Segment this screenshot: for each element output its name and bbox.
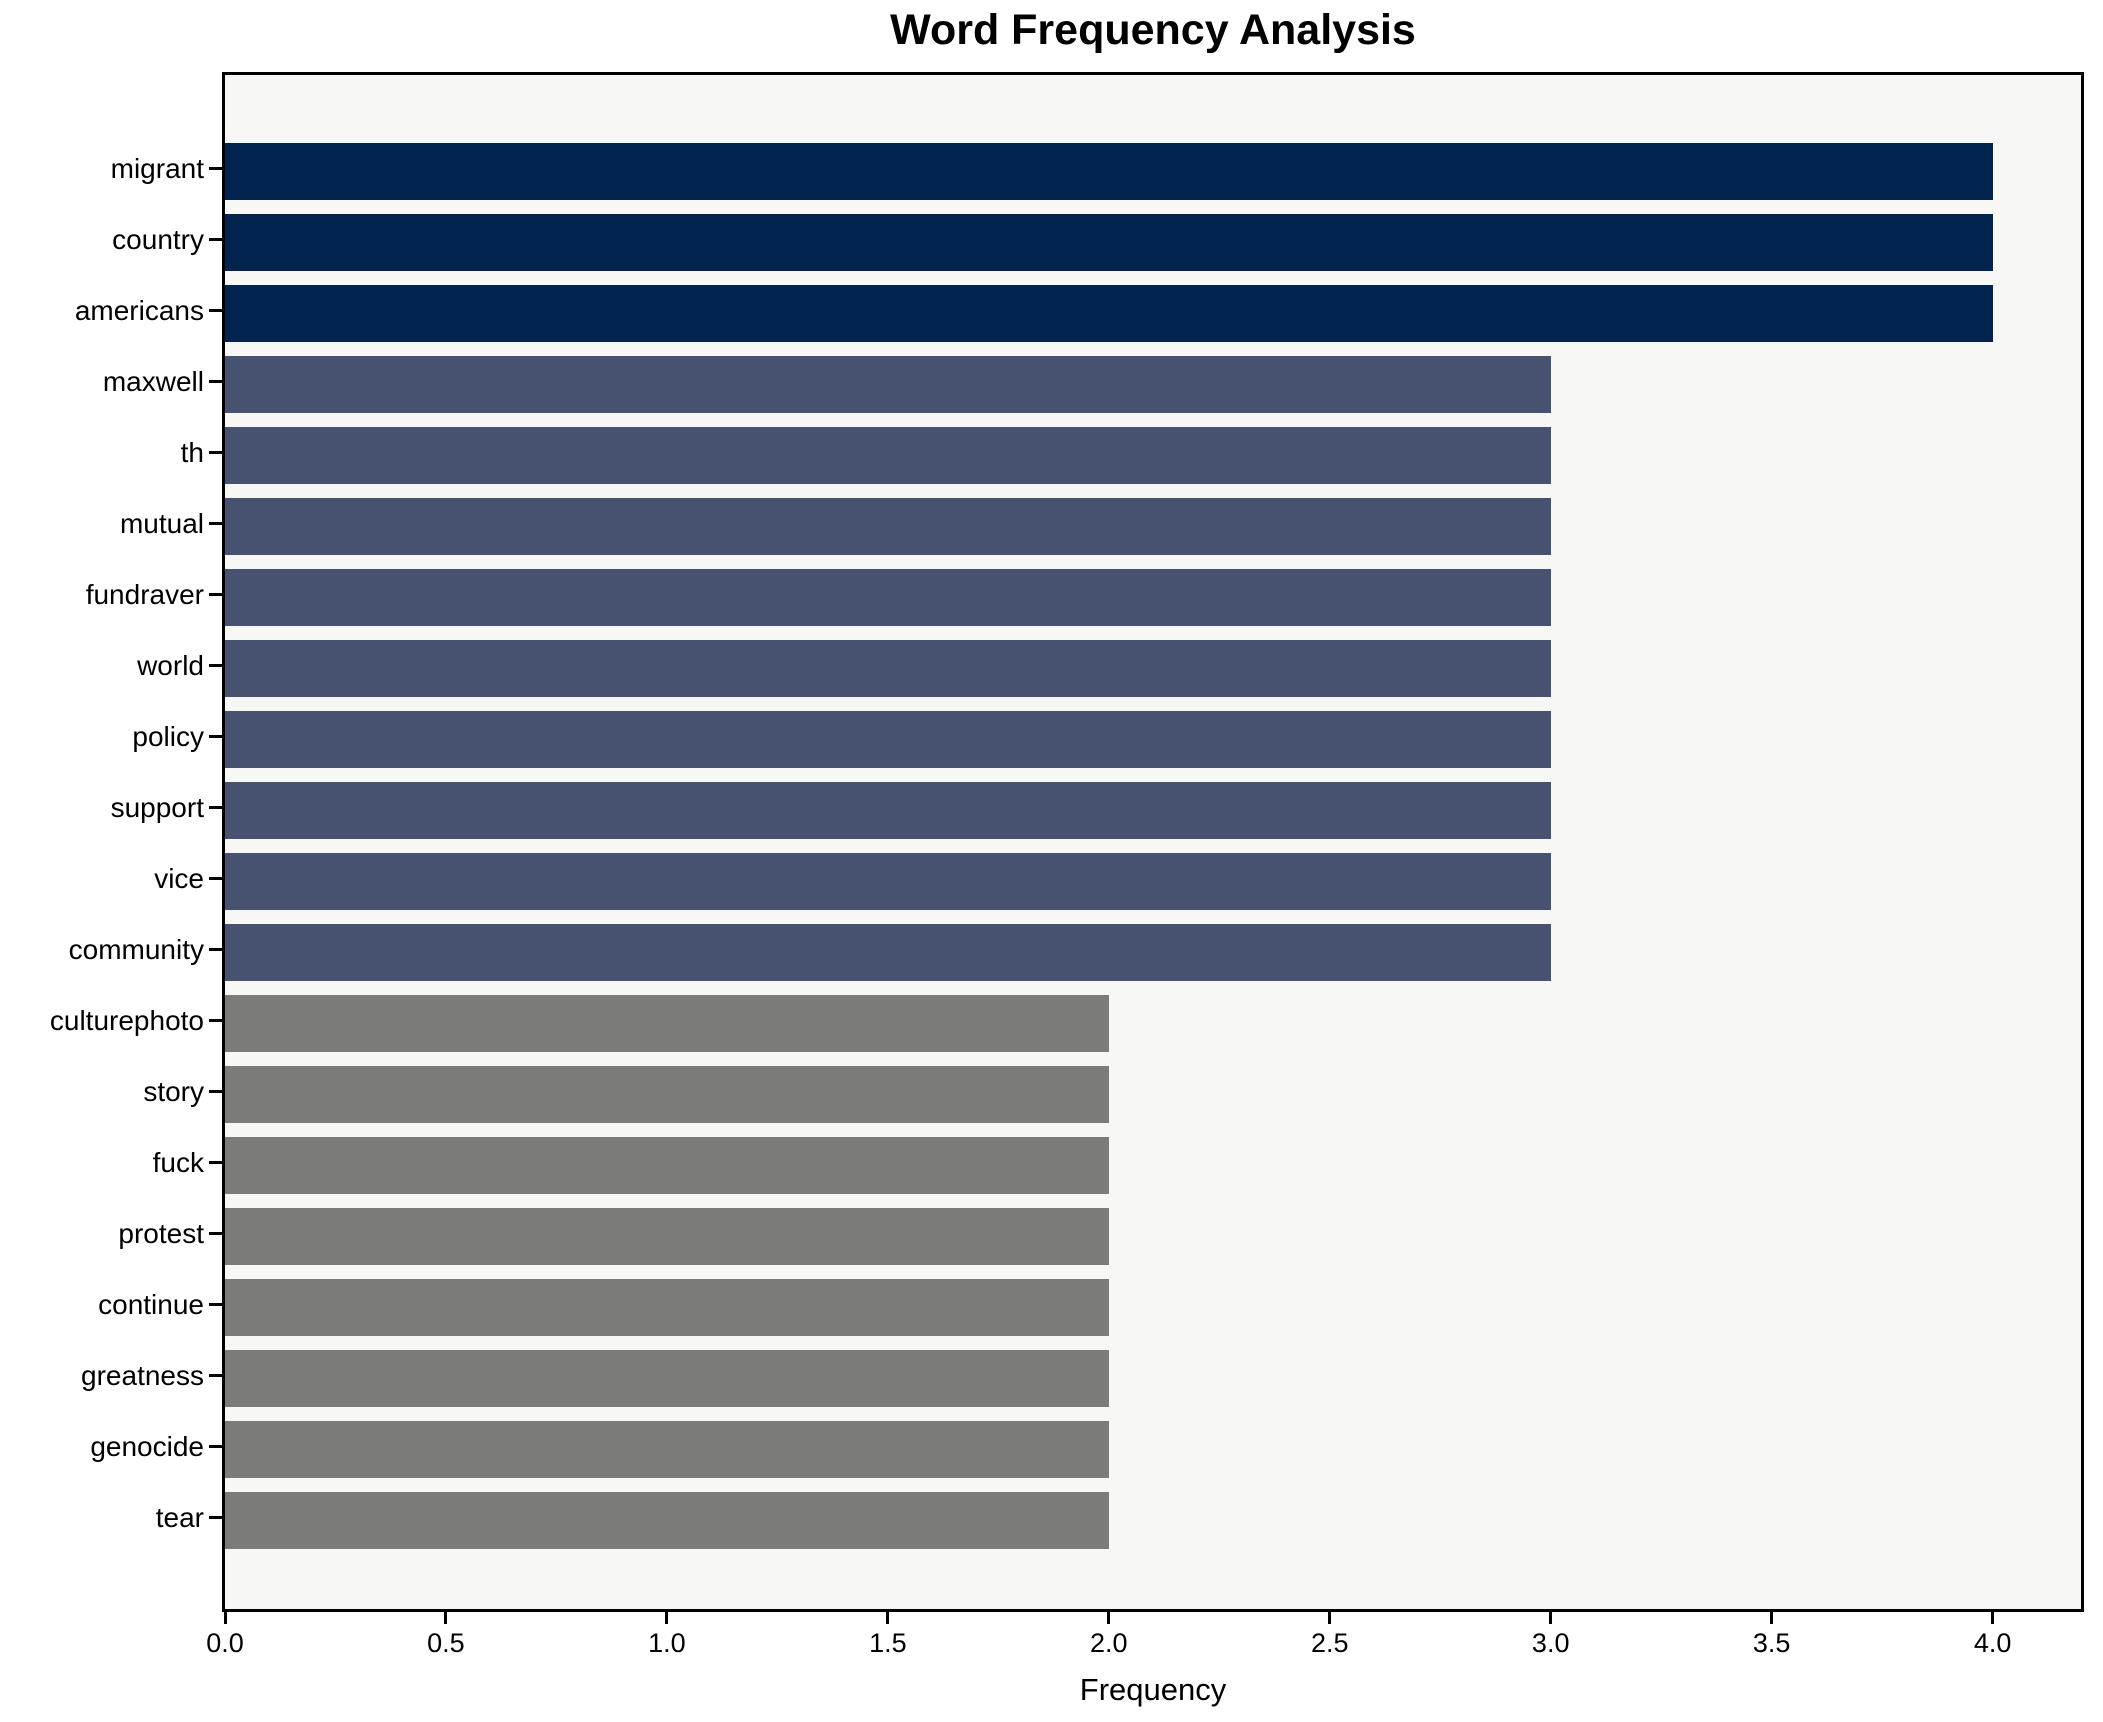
y-tick-mark: [209, 1445, 222, 1448]
bar-continue: [225, 1279, 1109, 1336]
x-tick-label-4.0: 4.0: [1973, 1628, 2012, 1658]
x-tick-label-2.0: 2.0: [1090, 1628, 1128, 1658]
bar-mutual: [225, 498, 1551, 555]
x-tick-label-2.5: 2.5: [1310, 1628, 1349, 1658]
bar-fundraver: [225, 569, 1551, 626]
y-tick-mark: [209, 1516, 222, 1519]
y-tick-mark: [209, 1090, 222, 1093]
x-tick-mark: [223, 1612, 227, 1624]
bar-fuck: [225, 1137, 1109, 1194]
y-tick-label-th: th: [180, 436, 204, 468]
y-tick-label-culturephoto: culturephoto: [49, 1004, 204, 1036]
bar-story: [225, 1066, 1109, 1123]
y-tick-label-greatness: greatness: [81, 1359, 204, 1391]
bar-vice: [225, 853, 1551, 910]
y-tick-mark: [209, 1019, 222, 1022]
chart-title: Word Frequency Analysis: [890, 6, 1416, 54]
x-tick-mark: [1328, 1612, 1332, 1624]
bar-th: [225, 427, 1551, 484]
y-tick-label-maxwell: maxwell: [102, 365, 204, 397]
bar-culturephoto: [225, 995, 1109, 1052]
y-tick-label-genocide: genocide: [90, 1430, 204, 1462]
y-tick-mark: [209, 1374, 222, 1377]
bar-greatness: [225, 1350, 1109, 1407]
y-tick-mark: [209, 948, 222, 951]
y-tick-label-country: country: [112, 223, 204, 255]
y-tick-label-fundraver: fundraver: [85, 578, 204, 610]
x-tick-mark: [1549, 1612, 1553, 1624]
bar-protest: [225, 1208, 1109, 1265]
y-tick-label-mutual: mutual: [119, 507, 204, 539]
x-tick-label-0.0: 0.0: [206, 1628, 244, 1658]
y-tick-mark: [209, 1232, 222, 1235]
y-tick-mark: [209, 309, 222, 312]
y-tick-label-fuck: fuck: [152, 1146, 204, 1178]
y-tick-label-community: community: [68, 933, 204, 965]
x-tick-label-0.5: 0.5: [427, 1628, 465, 1658]
y-tick-mark: [209, 593, 222, 596]
y-tick-label-continue: continue: [98, 1288, 204, 1320]
y-tick-mark: [209, 451, 222, 454]
y-tick-label-protest: protest: [118, 1217, 204, 1249]
x-tick-label-3.5: 3.5: [1752, 1628, 1791, 1658]
y-tick-mark: [209, 238, 222, 241]
bar-americans: [225, 285, 1993, 342]
bar-migrant: [225, 143, 1993, 200]
bar-country: [225, 214, 1993, 271]
x-tick-mark: [444, 1612, 448, 1624]
x-tick-label-3.0: 3.0: [1531, 1628, 1570, 1658]
y-tick-label-tear: tear: [155, 1501, 204, 1533]
y-tick-mark: [209, 877, 222, 880]
y-tick-label-story: story: [143, 1075, 204, 1107]
bar-tear: [225, 1492, 1109, 1549]
y-tick-mark: [209, 167, 222, 170]
bar-world: [225, 640, 1551, 697]
x-tick-label-1.5: 1.5: [869, 1628, 907, 1658]
x-tick-mark: [665, 1612, 669, 1624]
bar-community: [225, 924, 1551, 981]
y-tick-label-americans: americans: [74, 294, 204, 326]
bar-genocide: [225, 1421, 1109, 1478]
x-tick-label-1.0: 1.0: [648, 1628, 686, 1658]
y-tick-mark: [209, 1161, 222, 1164]
bar-support: [225, 782, 1551, 839]
x-tick-mark: [886, 1612, 890, 1624]
plot-area: [222, 72, 2084, 1612]
y-tick-label-world: world: [137, 649, 204, 681]
x-tick-mark: [1770, 1612, 1774, 1624]
x-axis-title: Frequency: [1079, 1672, 1227, 1707]
y-tick-mark: [209, 1303, 222, 1306]
y-tick-label-migrant: migrant: [110, 152, 204, 184]
y-tick-mark: [209, 380, 222, 383]
y-tick-mark: [209, 735, 222, 738]
bar-policy: [225, 711, 1551, 768]
bar-maxwell: [225, 356, 1551, 413]
y-tick-mark: [209, 522, 222, 525]
x-tick-mark: [1991, 1612, 1995, 1624]
y-tick-mark: [209, 806, 222, 809]
y-tick-label-policy: policy: [132, 720, 204, 752]
y-tick-label-vice: vice: [154, 862, 204, 894]
y-tick-mark: [209, 664, 222, 667]
x-tick-mark: [1107, 1612, 1111, 1624]
y-tick-label-support: support: [110, 791, 204, 823]
